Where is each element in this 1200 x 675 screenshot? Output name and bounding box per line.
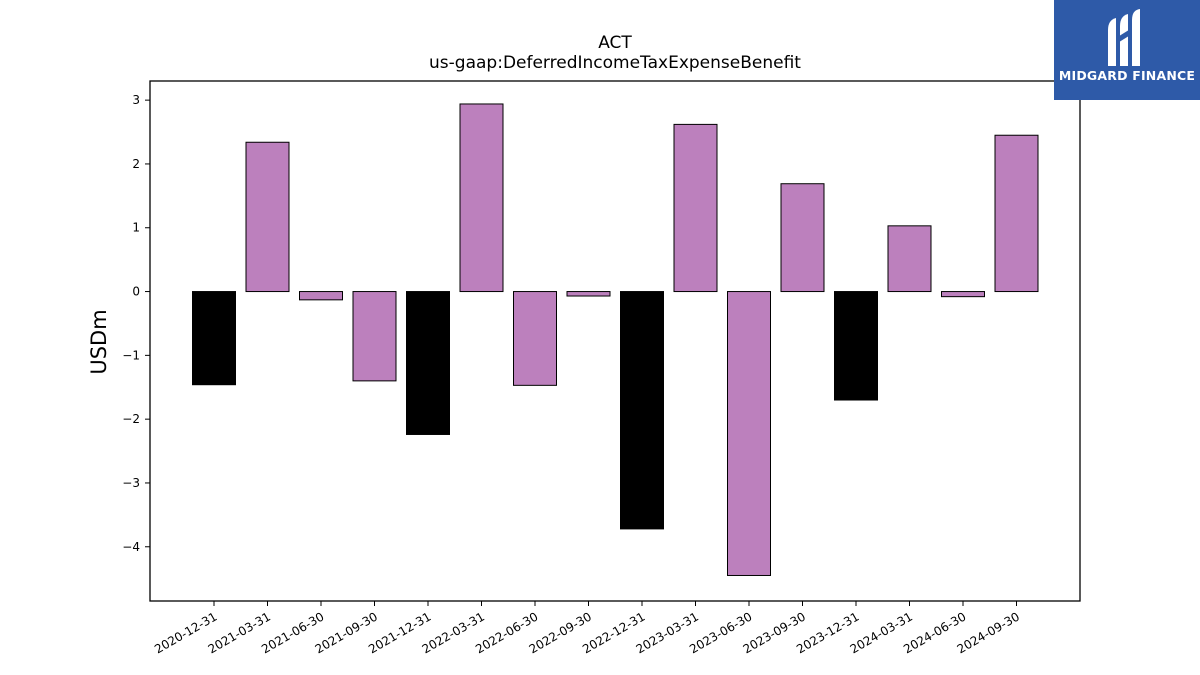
chart-subtitle: us-gaap:DeferredIncomeTaxExpenseBenefit [429, 53, 801, 73]
y-tick-label: 0 [132, 285, 140, 299]
y-tick-label: −2 [122, 412, 140, 426]
plot-frame [149, 80, 1081, 602]
bar-2024-06-30 [941, 291, 985, 298]
bar-2024-09-30 [994, 134, 1039, 293]
bar-2020-12-31 [192, 291, 236, 386]
chart-title: ACT [598, 33, 632, 53]
bar-2022-09-30 [566, 291, 611, 297]
bar-2021-12-31 [406, 291, 450, 435]
bar-2023-09-30 [780, 183, 825, 293]
y-tick-label: 2 [132, 157, 140, 171]
y-axis: 3 2 1 0 −1 −2 −3 −4 [122, 93, 150, 554]
bar-2024-03-31 [887, 225, 932, 293]
y-tick-label: −4 [122, 540, 140, 554]
y-tick-label: −3 [122, 476, 140, 490]
bar-2021-06-30 [299, 291, 343, 301]
bar-2023-06-30 [727, 291, 771, 576]
bar-2022-03-31 [459, 103, 504, 293]
y-tick-label: 3 [132, 93, 140, 107]
midgard-m-logo-icon [1108, 9, 1140, 66]
midgard-finance-logo: MIDGARD FINANCE [1054, 0, 1200, 100]
logo-text: MIDGARD FINANCE [1058, 68, 1196, 83]
y-axis-label: USDm [87, 309, 111, 374]
bar-2022-06-30 [513, 291, 557, 386]
bar-2023-03-31 [673, 123, 718, 293]
bar-2021-09-30 [352, 291, 397, 382]
bar-2022-12-31 [620, 291, 664, 530]
bar-2021-03-31 [245, 141, 290, 293]
x-axis: 2020-12-312021-03-312021-06-302021-09-30… [152, 601, 1022, 656]
y-tick-label: 1 [132, 221, 140, 235]
bars-group [192, 103, 1039, 576]
y-tick-label: −1 [122, 348, 140, 362]
bar-2023-12-31 [834, 291, 878, 401]
